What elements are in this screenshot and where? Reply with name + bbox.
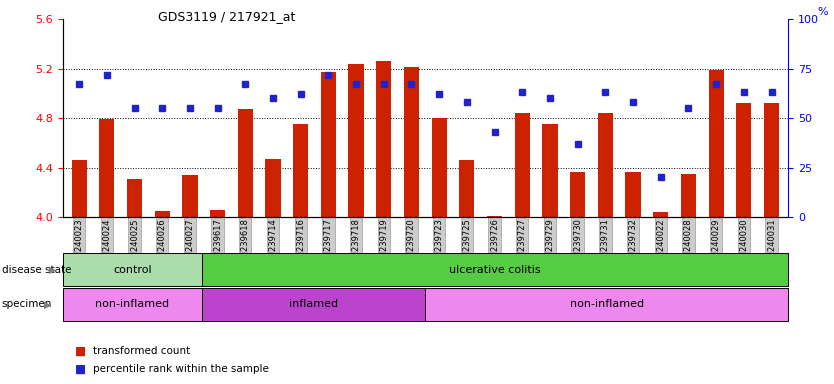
Bar bbox=[376, 61, 391, 217]
Text: non-inflamed: non-inflamed bbox=[570, 299, 644, 310]
Bar bbox=[72, 160, 87, 217]
Text: ■: ■ bbox=[75, 363, 86, 376]
Bar bbox=[736, 103, 751, 217]
Bar bbox=[570, 172, 585, 217]
Text: GDS3119 / 217921_at: GDS3119 / 217921_at bbox=[158, 10, 296, 23]
Text: ▶: ▶ bbox=[44, 299, 52, 310]
Bar bbox=[99, 119, 114, 217]
Bar bbox=[515, 113, 530, 217]
Bar bbox=[154, 211, 170, 217]
Text: control: control bbox=[113, 265, 152, 275]
Bar bbox=[425, 288, 788, 321]
Bar bbox=[349, 64, 364, 217]
Bar bbox=[202, 288, 425, 321]
Bar bbox=[542, 124, 558, 217]
Bar bbox=[460, 160, 475, 217]
Bar bbox=[210, 210, 225, 217]
Bar bbox=[202, 253, 788, 286]
Bar bbox=[63, 288, 202, 321]
Bar bbox=[321, 72, 336, 217]
Bar bbox=[431, 118, 447, 217]
Text: ulcerative colitis: ulcerative colitis bbox=[450, 265, 541, 275]
Text: %: % bbox=[817, 7, 828, 17]
Text: ▶: ▶ bbox=[49, 265, 57, 275]
Bar bbox=[63, 253, 202, 286]
Text: disease state: disease state bbox=[2, 265, 71, 275]
Text: specimen: specimen bbox=[2, 299, 52, 310]
Text: inflamed: inflamed bbox=[289, 299, 339, 310]
Bar bbox=[404, 68, 420, 217]
Text: transformed count: transformed count bbox=[93, 346, 191, 356]
Text: non-inflamed: non-inflamed bbox=[95, 299, 169, 310]
Bar bbox=[598, 113, 613, 217]
Text: percentile rank within the sample: percentile rank within the sample bbox=[93, 364, 269, 374]
Bar bbox=[709, 70, 724, 217]
Bar bbox=[293, 124, 309, 217]
Bar bbox=[764, 103, 779, 217]
Bar bbox=[183, 175, 198, 217]
Bar bbox=[238, 109, 253, 217]
Bar bbox=[681, 174, 696, 217]
Bar bbox=[487, 216, 502, 217]
Text: ■: ■ bbox=[75, 345, 86, 358]
Bar bbox=[265, 159, 280, 217]
Bar bbox=[626, 172, 641, 217]
Bar bbox=[653, 212, 668, 217]
Bar bbox=[127, 179, 142, 217]
